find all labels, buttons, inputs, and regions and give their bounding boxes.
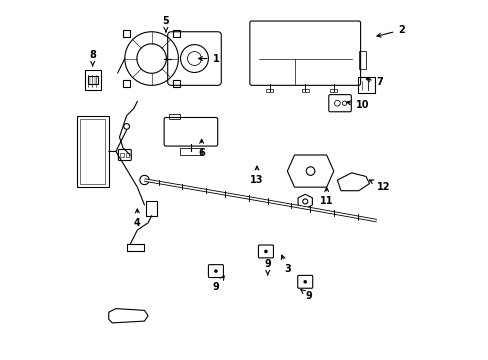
Text: 1: 1 <box>198 54 219 64</box>
Text: 5: 5 <box>162 16 169 32</box>
Bar <box>80 119 105 184</box>
Text: 6: 6 <box>198 139 204 158</box>
Circle shape <box>214 269 217 273</box>
Circle shape <box>123 123 129 129</box>
Text: 12: 12 <box>369 180 390 192</box>
Bar <box>77 116 108 187</box>
Bar <box>358 51 365 69</box>
Bar <box>265 89 272 93</box>
Bar <box>329 89 337 93</box>
Text: 7: 7 <box>366 77 383 87</box>
Text: 2: 2 <box>376 25 404 37</box>
Bar <box>180 148 201 155</box>
Bar <box>126 244 144 251</box>
Text: 11: 11 <box>319 188 333 206</box>
Text: 9: 9 <box>212 276 224 292</box>
Circle shape <box>303 280 306 284</box>
Bar <box>169 114 180 119</box>
Bar <box>146 202 157 216</box>
Text: 10: 10 <box>346 100 368 110</box>
Text: 13: 13 <box>250 166 263 185</box>
Bar <box>125 153 129 157</box>
Text: 4: 4 <box>134 209 141 228</box>
Bar <box>120 153 123 157</box>
Text: 9: 9 <box>300 289 311 301</box>
Circle shape <box>140 175 149 185</box>
Circle shape <box>264 249 267 253</box>
Bar <box>301 89 308 93</box>
Text: 3: 3 <box>281 255 290 274</box>
Text: 9: 9 <box>264 259 270 275</box>
Text: 8: 8 <box>89 50 96 66</box>
